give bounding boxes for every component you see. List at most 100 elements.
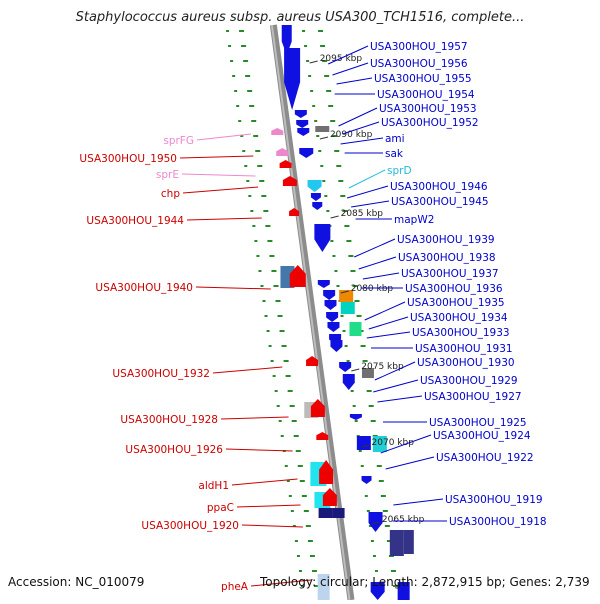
ring-tick xyxy=(322,180,326,182)
ring-tick xyxy=(322,60,328,62)
ring-tick xyxy=(294,540,298,542)
ring-tick xyxy=(291,420,297,422)
ring-tick xyxy=(358,450,362,452)
ring-tick xyxy=(292,525,296,527)
ring-tick xyxy=(346,240,352,242)
gene-arrow xyxy=(281,25,292,55)
label-leader-line xyxy=(362,272,400,280)
gene-label-left: sprE xyxy=(156,169,179,181)
ring-tick xyxy=(257,165,263,167)
ring-tick xyxy=(228,45,232,47)
label-leader-line xyxy=(340,137,384,145)
ring-tick xyxy=(277,315,283,317)
kbp-tick-line xyxy=(351,368,360,372)
ring-tick xyxy=(338,180,344,182)
gene-arrow xyxy=(282,176,297,186)
ring-tick xyxy=(334,270,338,272)
gene-arrow xyxy=(327,322,340,332)
ring-tick xyxy=(320,165,324,167)
map-title: Staphylococcus aureus subsp. aureus USA3… xyxy=(75,10,525,25)
ring-tick xyxy=(241,45,247,47)
ring-tick xyxy=(236,105,240,107)
ring-tick xyxy=(226,30,230,32)
gene-box xyxy=(349,322,362,336)
ring-tick xyxy=(328,105,334,107)
ring-tick xyxy=(272,375,276,377)
ring-tick xyxy=(380,495,386,497)
gene-box xyxy=(315,126,330,132)
ring-tick xyxy=(306,60,310,62)
ring-tick xyxy=(299,480,305,482)
ring-tick xyxy=(239,30,245,32)
ring-tick xyxy=(324,195,328,197)
ring-tick xyxy=(348,255,354,257)
gene-arrow xyxy=(370,582,385,600)
ring-tick xyxy=(278,420,282,422)
label-leader-line xyxy=(220,416,289,420)
ring-tick xyxy=(342,330,346,332)
kbp-tick-line xyxy=(340,290,349,294)
label-leader-line xyxy=(186,217,262,221)
gene-label-right: USA300HOU_1946 xyxy=(390,181,488,193)
ring-tick xyxy=(382,510,388,512)
gene-arrow xyxy=(324,300,337,310)
ring-tick xyxy=(280,435,284,437)
gene-label-left: ppaC xyxy=(207,502,234,514)
ring-tick xyxy=(340,315,344,317)
gene-label-right: USA300HOU_1927 xyxy=(424,391,522,403)
gene-box xyxy=(356,436,371,450)
gene-label-right: USA300HOU_1957 xyxy=(370,41,468,53)
ring-tick xyxy=(234,90,238,92)
gene-arrow xyxy=(312,202,323,210)
label-leader-line xyxy=(181,173,256,177)
label-leader-line xyxy=(196,133,251,141)
label-leader-line xyxy=(179,155,254,159)
kbp-tick-line xyxy=(309,60,318,64)
ring-tick xyxy=(360,345,366,347)
gene-arrow xyxy=(368,512,383,532)
ring-tick xyxy=(354,420,358,422)
gene-label-right: USA300HOU_1953 xyxy=(379,103,477,115)
ring-tick xyxy=(336,165,342,167)
gene-box xyxy=(332,508,345,518)
ring-tick xyxy=(274,390,278,392)
gene-arrow xyxy=(310,193,321,201)
gene-label-right: ami xyxy=(385,133,405,145)
ring-tick xyxy=(386,540,392,542)
ring-tick xyxy=(326,90,332,92)
kbp-tick-marks: 2095 kbp 2090 kbp 2085 kbp 2080 kbp 2075 kbp… xyxy=(309,54,425,525)
ring-tick xyxy=(268,345,272,347)
label-leader-line xyxy=(338,107,378,127)
gene-labels: USA300HOU_1957 USA300HOU_1956 USA300HOU_19… xyxy=(79,41,546,593)
gene-arrow xyxy=(306,356,319,366)
gene-arrow xyxy=(276,148,289,156)
kbp-tick-line xyxy=(371,521,381,525)
ring-tick xyxy=(249,105,255,107)
ring-tick xyxy=(366,390,372,392)
label-leader-line xyxy=(393,498,444,506)
ring-tick xyxy=(318,30,324,32)
gene-label-right: USA300HOU_1938 xyxy=(398,252,496,264)
ring-tick xyxy=(305,525,311,527)
label-leader-line xyxy=(336,77,373,85)
ring-tick xyxy=(300,585,304,587)
gene-box xyxy=(361,368,374,378)
label-leader-line xyxy=(225,448,293,452)
gene-label-right: USA300HOU_1924 xyxy=(433,430,531,442)
ring-tick xyxy=(372,555,376,557)
gene-arrow xyxy=(279,160,292,168)
ring-tick xyxy=(298,570,302,572)
ring-tick xyxy=(243,60,249,62)
ring-tick xyxy=(368,405,374,407)
gene-arrow xyxy=(307,180,322,192)
ring-tick xyxy=(255,150,261,152)
label-leader-line xyxy=(354,238,396,258)
label-leader-line xyxy=(332,62,369,76)
ring-tick xyxy=(392,585,398,587)
gene-arrow xyxy=(294,110,307,118)
kbp-tick-label: 2065 kbp xyxy=(382,515,425,525)
gene-label-right: USA300HOU_1925 xyxy=(429,417,527,429)
gene-arrow xyxy=(342,374,355,390)
ring-tick xyxy=(285,375,291,377)
